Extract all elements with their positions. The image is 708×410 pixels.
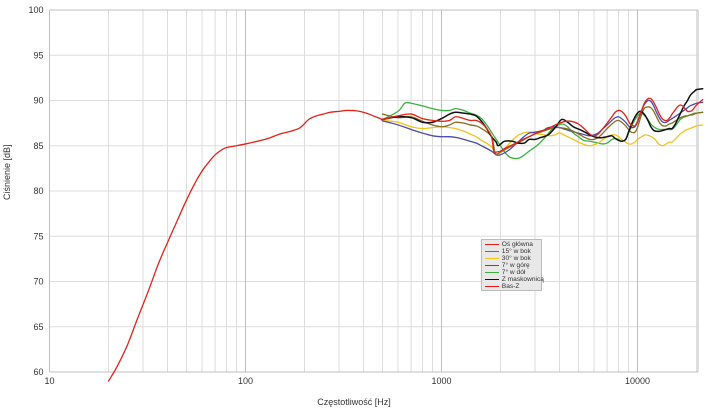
- svg-text:100: 100: [238, 376, 253, 386]
- svg-text:80: 80: [33, 186, 43, 196]
- svg-text:10000: 10000: [625, 376, 650, 386]
- svg-text:95: 95: [33, 50, 43, 60]
- svg-text:90: 90: [33, 96, 43, 106]
- svg-text:75: 75: [33, 231, 43, 241]
- svg-text:100: 100: [28, 5, 43, 15]
- svg-text:60: 60: [33, 367, 43, 377]
- svg-text:70: 70: [33, 277, 43, 287]
- svg-text:1000: 1000: [431, 376, 451, 386]
- svg-text:10: 10: [44, 376, 54, 386]
- svg-text:85: 85: [33, 141, 43, 151]
- svg-text:65: 65: [33, 322, 43, 332]
